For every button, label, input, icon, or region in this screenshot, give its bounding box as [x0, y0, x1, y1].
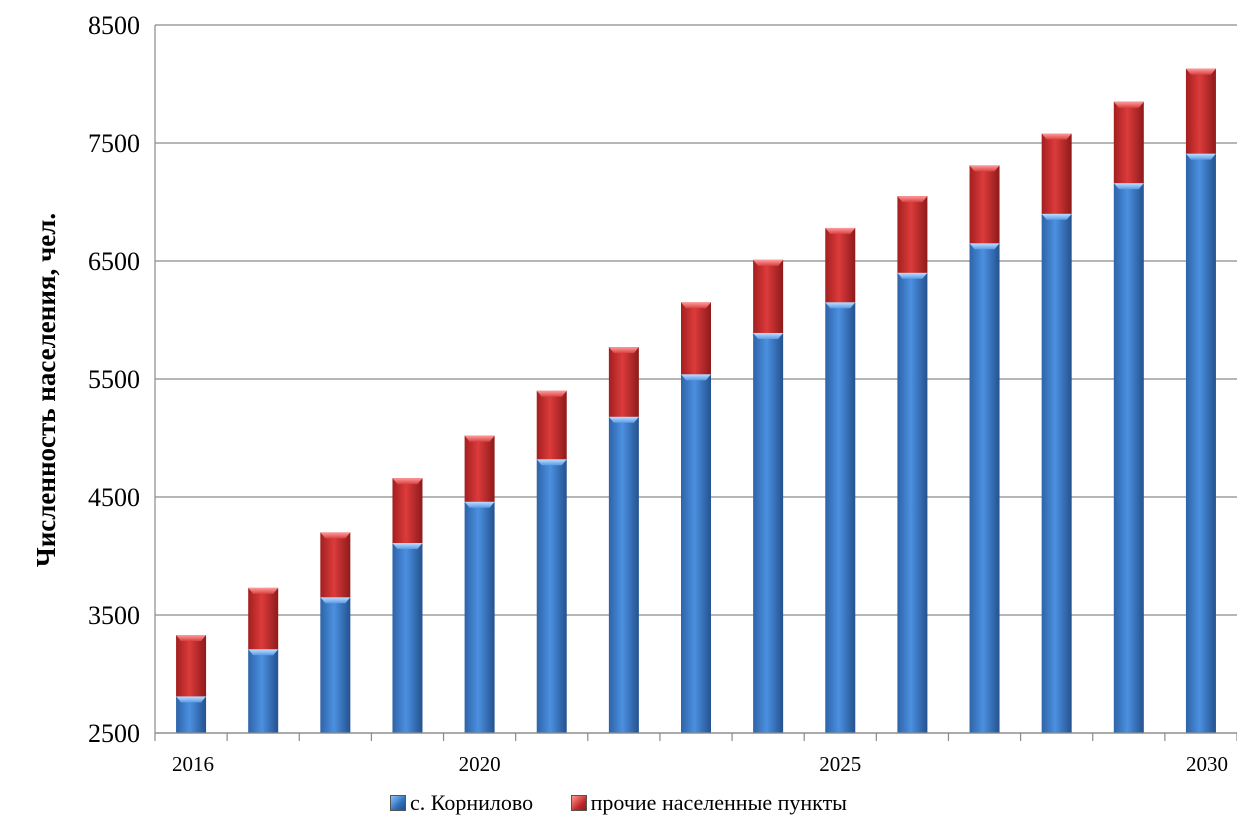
bar-segment-other-bevel — [681, 302, 711, 309]
x-tick-label: 2030 — [1186, 752, 1228, 776]
bar-segment-kornilovo — [1113, 183, 1144, 733]
bar-segment-kornilovo — [464, 501, 495, 733]
bar-segment-kornilovo-bevel — [969, 243, 1000, 250]
x-tick-label: 2025 — [819, 752, 861, 776]
bar-segment-kornilovo-bevel — [897, 272, 928, 279]
bar-group-2026 — [897, 196, 928, 733]
bar-group-2028 — [1041, 133, 1072, 734]
bar-segment-other — [464, 435, 495, 502]
bar-segment-kornilovo — [681, 374, 711, 733]
legend: с. Корнилово прочие населенные пункты — [0, 790, 1237, 817]
bar-segment-other-bevel — [248, 587, 279, 594]
x-tick-label: 2020 — [459, 752, 501, 776]
stacked-bar-chart: 2500 3500 4500 5500 6500 7500 8500 2016 2020 202… — [31, 11, 1237, 776]
bar-group-2023 — [681, 302, 711, 733]
bar-segment-other-bevel — [608, 347, 639, 354]
bar-segment-other-bevel — [1185, 68, 1216, 75]
bar-segment-kornilovo-bevel — [1041, 213, 1072, 220]
bar-segment-other-bevel — [392, 478, 423, 485]
bar-segment-kornilovo-bevel — [176, 696, 207, 703]
y-axis-ticks: 2500 3500 4500 5500 6500 7500 8500 — [88, 11, 140, 748]
legend-label: с. Корнилово — [410, 790, 534, 815]
bar-segment-kornilovo-bevel — [753, 332, 784, 339]
bar-segment-other — [248, 587, 279, 650]
bar-group-2027 — [969, 165, 1000, 734]
bar-segment-kornilovo — [608, 416, 639, 733]
bars — [176, 68, 1216, 734]
bar-segment-other-bevel — [1041, 133, 1072, 140]
bar-segment-kornilovo — [825, 302, 856, 733]
bar-segment-other — [608, 347, 639, 417]
bar-segment-other — [681, 302, 711, 375]
bar-segment-other — [176, 635, 207, 697]
bar-group-2017 — [248, 587, 279, 733]
bar-segment-other — [825, 227, 856, 303]
bar-segment-kornilovo — [753, 332, 784, 733]
bar-group-2030 — [1185, 68, 1216, 733]
legend-swatch-blue — [390, 795, 407, 811]
bar-group-2016 — [176, 635, 207, 733]
bar-segment-other — [897, 196, 928, 273]
bar-segment-kornilovo-bevel — [464, 501, 495, 508]
bar-group-2020 — [464, 435, 495, 733]
y-tick-label: 5500 — [88, 365, 140, 394]
bar-segment-kornilovo — [897, 272, 928, 733]
bar-group-2022 — [608, 347, 639, 733]
bar-segment-kornilovo — [176, 696, 207, 733]
y-tick-label: 4500 — [88, 483, 140, 512]
bar-segment-other-bevel — [320, 532, 351, 539]
legend-swatch-red — [570, 795, 587, 811]
y-tick-label: 8500 — [88, 11, 140, 40]
bar-segment-kornilovo-bevel — [825, 302, 856, 309]
bar-segment-kornilovo-bevel — [320, 597, 351, 604]
bar-group-2025 — [825, 227, 856, 733]
bar-segment-other-bevel — [825, 227, 856, 234]
legend-label: прочие населенные пункты — [590, 790, 847, 815]
bar-segment-other — [320, 532, 351, 598]
y-axis-label: Численность населения, чел. — [31, 213, 61, 567]
legend-item-other: прочие населенные пункты — [570, 790, 847, 816]
bar-segment-kornilovo-bevel — [536, 459, 567, 466]
bar-segment-other-bevel — [176, 635, 207, 642]
bar-segment-other-bevel — [1113, 101, 1144, 108]
bar-segment-other-bevel — [464, 435, 495, 442]
bar-segment-kornilovo — [1041, 213, 1072, 734]
bar-group-2021 — [536, 390, 567, 733]
x-tick-label: 2016 — [172, 752, 214, 776]
bar-segment-other — [1041, 133, 1072, 214]
bar-segment-kornilovo-bevel — [392, 543, 423, 550]
bar-segment-other — [536, 390, 567, 460]
bar-group-2019 — [392, 478, 423, 733]
bar-segment-kornilovo-bevel — [1185, 153, 1216, 160]
bar-segment-other — [969, 165, 1000, 244]
bar-segment-kornilovo — [536, 459, 567, 733]
bar-segment-kornilovo-bevel — [608, 416, 639, 423]
bar-segment-kornilovo — [320, 597, 351, 733]
bar-segment-other — [392, 478, 423, 544]
bar-segment-kornilovo-bevel — [681, 374, 711, 381]
bar-group-2018 — [320, 532, 351, 733]
bar-segment-other-bevel — [753, 259, 784, 266]
x-axis: 2016 2020 2025 2030 — [154, 25, 1237, 776]
y-tick-label: 7500 — [88, 129, 140, 158]
bar-segment-kornilovo — [1185, 153, 1216, 733]
bar-segment-kornilovo — [248, 649, 279, 733]
bar-segment-other — [1113, 101, 1144, 184]
bar-segment-kornilovo-bevel — [248, 649, 279, 656]
y-tick-label: 3500 — [88, 601, 140, 630]
bar-segment-other-bevel — [536, 390, 567, 397]
bar-segment-other-bevel — [969, 165, 1000, 172]
bar-segment-other-bevel — [897, 196, 928, 203]
bar-segment-kornilovo-bevel — [1113, 183, 1144, 190]
bar-segment-kornilovo — [392, 543, 423, 733]
bar-segment-kornilovo — [969, 243, 1000, 734]
bar-segment-other — [1185, 68, 1216, 154]
y-tick-label: 2500 — [88, 719, 140, 748]
bar-group-2024 — [753, 259, 784, 733]
bar-segment-other — [753, 259, 784, 333]
bar-group-2029 — [1113, 101, 1144, 733]
legend-item-kornilovo: с. Корнилово — [390, 790, 533, 816]
y-tick-label: 6500 — [88, 247, 140, 276]
